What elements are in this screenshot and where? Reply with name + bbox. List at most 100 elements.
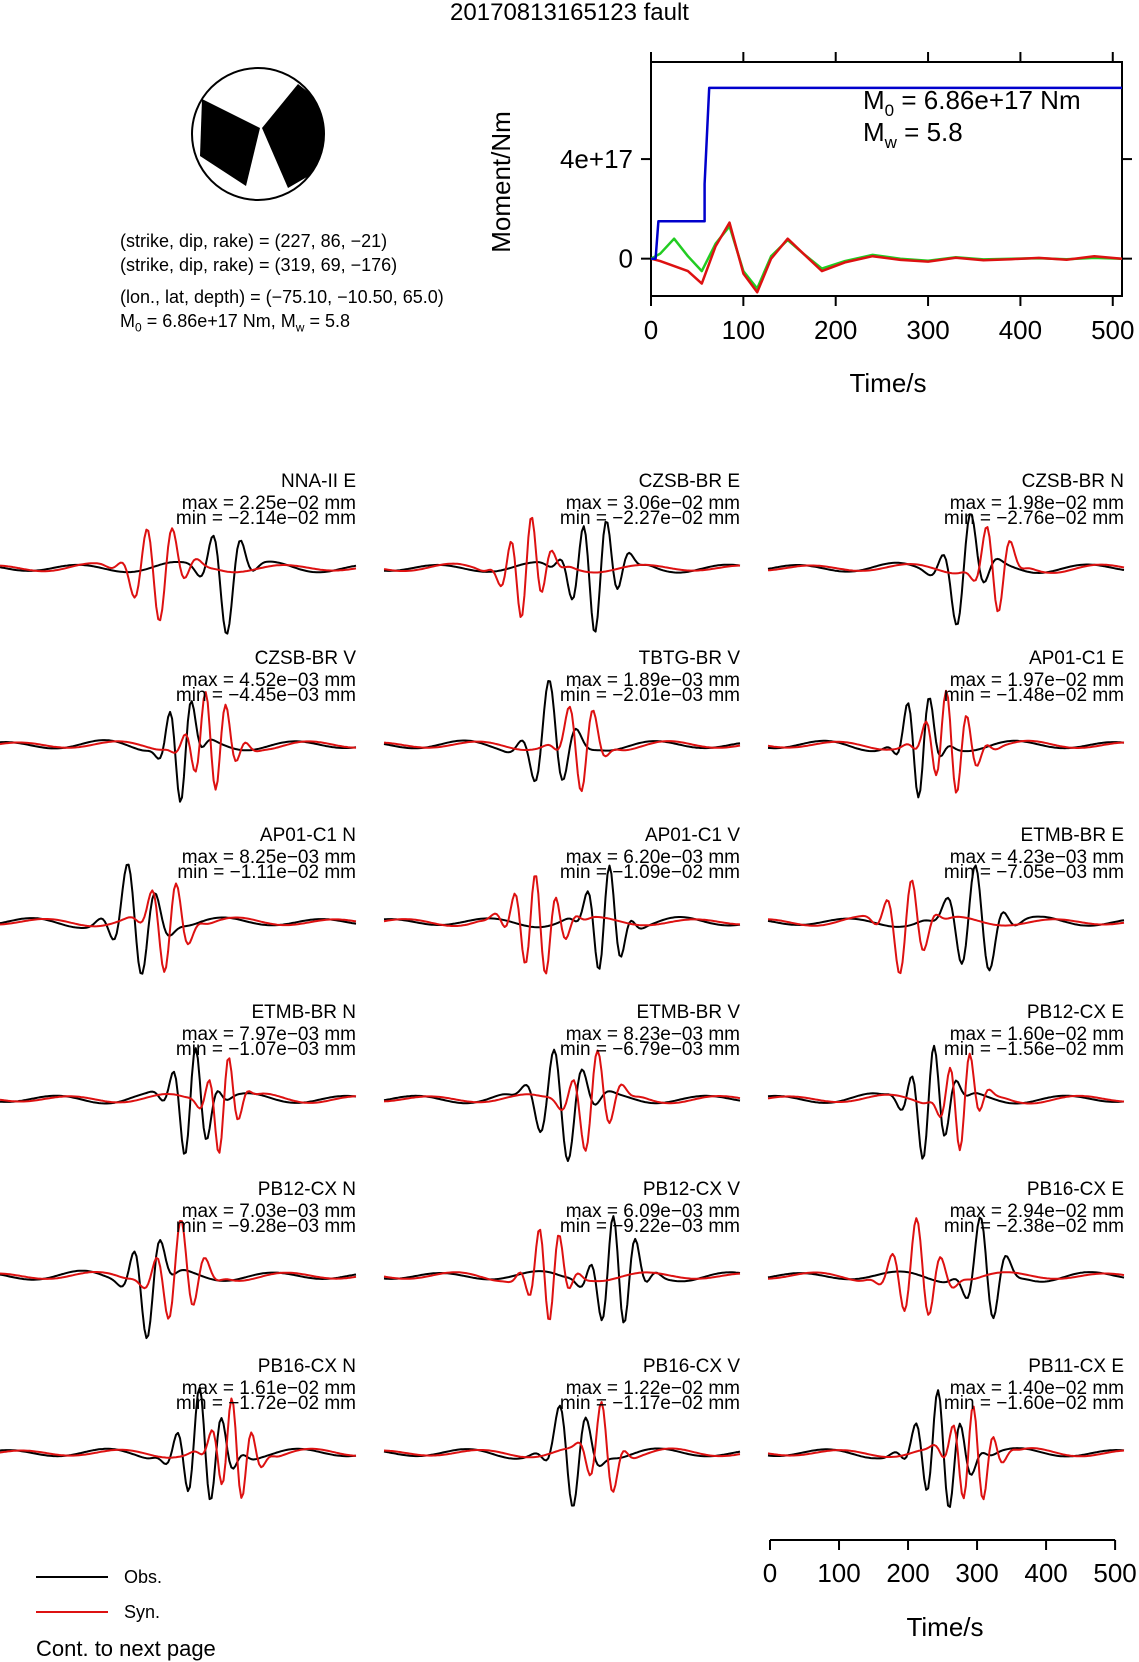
moment-x-axis-label: Time/s [849, 368, 926, 398]
trace-max-label: max = 8.23e−03 mm [566, 1024, 740, 1045]
observed-waveform [383, 680, 741, 783]
trace-min-label: min = −2.38e−02 mm [944, 1216, 1124, 1237]
synthetic-waveform [0, 527, 357, 622]
observed-waveform [0, 1386, 357, 1501]
moment-annotation-m0: M0 = 6.86e+17 Nm [863, 85, 1081, 120]
moment-x-tick-label: 300 [906, 315, 949, 345]
synthetic-waveform [383, 1049, 741, 1152]
moment-x-tick-label: 200 [814, 315, 857, 345]
moment-chart: 04e+170 100 200 300 400 500 Moment/Nm Time/s … [486, 52, 1134, 398]
legend-observed-label: Obs. [124, 1567, 163, 1587]
trace-station-label: PB16-CX V [643, 1356, 740, 1377]
cumulative-moment-line [651, 86, 1122, 260]
trace-max-label: max = 7.03e−03 mm [182, 1201, 356, 1222]
trace-max-label: max = 1.60e−02 mm [950, 1024, 1124, 1045]
trace-min-label: min = −1.48e−02 mm [944, 685, 1124, 706]
synthetic-waveform [767, 1052, 1125, 1152]
beachball-compression-quadrant-left [200, 99, 260, 186]
legend-synthetic-label: Syn. [124, 1602, 161, 1622]
beachball-compression-quadrant-right [262, 84, 324, 188]
trace-station-label: CZSB-BR V [255, 648, 357, 669]
page-title: 20170813165123 fault [450, 0, 689, 26]
synthetic-waveform [0, 1220, 357, 1320]
trace-min-label: min = −1.11e−02 mm [177, 862, 356, 883]
trace-station-label: CZSB-BR N [1022, 471, 1124, 492]
moment-x-tick-label: 500 [1091, 315, 1134, 345]
mechanism-moment-magnitude: M0 = 6.86e+17 Nm, Mw = 5.8 [120, 311, 350, 335]
trace-min-label: min = −9.22e−03 mm [560, 1216, 740, 1237]
trace-min-label: min = −4.45e−03 mm [176, 685, 356, 706]
trace-time-tick-label: 500 [1093, 1558, 1136, 1588]
synthetic-waveform [767, 1405, 1125, 1501]
trace-station-label: AP01-C1 E [1029, 648, 1124, 669]
synthetic-waveform [0, 691, 357, 791]
synthetic-waveform [767, 879, 1125, 975]
observed-waveform [0, 534, 357, 635]
trace-station-label: TBTG-BR V [639, 648, 741, 669]
synthetic-waveform [383, 705, 741, 793]
observed-waveform [767, 864, 1125, 972]
trace-max-label: max = 4.23e−03 mm [950, 847, 1124, 868]
trace-time-tick-label: 400 [1024, 1558, 1067, 1588]
synthetic-waveform [0, 882, 357, 973]
focal-mechanism-beachball [191, 67, 325, 201]
moment-rate-red-line [650, 221, 1123, 294]
trace-station-label: PB12-CX E [1027, 1002, 1124, 1023]
observed-waveform [767, 1216, 1125, 1320]
trace-min-label: min = −1.72e−02 mm [176, 1393, 356, 1414]
moment-x-tick-label: 100 [722, 315, 765, 345]
mechanism-location: (lon., lat, depth) = (−75.10, −10.50, 65… [120, 287, 444, 307]
trace-min-label: min = −1.07e−03 mm [176, 1039, 356, 1060]
moment-x-tick-label: 400 [999, 315, 1042, 345]
legend-observed-swatch [36, 1576, 108, 1578]
synthetic-waveform [383, 875, 741, 975]
trace-station-label: CZSB-BR E [639, 471, 740, 492]
trace-time-tick-label: 100 [817, 1558, 860, 1588]
synthetic-waveform [383, 516, 741, 618]
trace-min-label: min = −9.28e−03 mm [176, 1216, 356, 1237]
trace-min-label: min = −2.76e−02 mm [944, 508, 1124, 529]
trace-min-label: min = −1.17e−02 mm [560, 1393, 740, 1414]
trace-station-label: PB16-CX E [1027, 1179, 1124, 1200]
trace-max-label: max = 6.09e−03 mm [566, 1201, 740, 1222]
trace-max-label: max = 8.25e−03 mm [182, 847, 356, 868]
moment-y-axis-label: Moment/Nm [486, 111, 516, 253]
trace-min-label: min = −6.79e−03 mm [560, 1039, 740, 1060]
observed-waveform [0, 863, 357, 975]
trace-min-label: min = −2.01e−03 mm [560, 685, 740, 706]
synthetic-waveform [0, 1397, 357, 1499]
synthetic-waveform [383, 1228, 741, 1321]
trace-station-label: PB11-CX E [1028, 1356, 1124, 1377]
trace-time-tick-label: 300 [955, 1558, 998, 1588]
observed-waveform [383, 1404, 741, 1507]
continuation-note: Cont. to next page [36, 1636, 216, 1661]
trace-max-label: max = 6.20e−03 mm [566, 847, 740, 868]
trace-station-label: NNA-II E [281, 471, 356, 492]
observed-waveform [767, 1044, 1125, 1160]
trace-time-tick-label: 0 [763, 1558, 777, 1588]
observed-waveform [767, 697, 1125, 799]
trace-min-label: min = −7.05e−03 mm [944, 862, 1124, 883]
moment-plot-frame [650, 61, 1123, 297]
trace-max-label: max = 4.52e−03 mm [182, 670, 356, 691]
trace-station-label: PB16-CX N [258, 1356, 356, 1377]
mechanism-plane-2: (strike, dip, rake) = (319, 69, −176) [120, 255, 398, 275]
observed-waveform [767, 513, 1125, 626]
trace-max-label: max = 1.98e−02 mm [950, 493, 1124, 514]
observed-waveform [767, 1389, 1125, 1508]
synthetic-waveform [767, 1217, 1125, 1316]
synthetic-waveform [0, 1057, 357, 1154]
trace-station-label: PB12-CX V [643, 1179, 740, 1200]
